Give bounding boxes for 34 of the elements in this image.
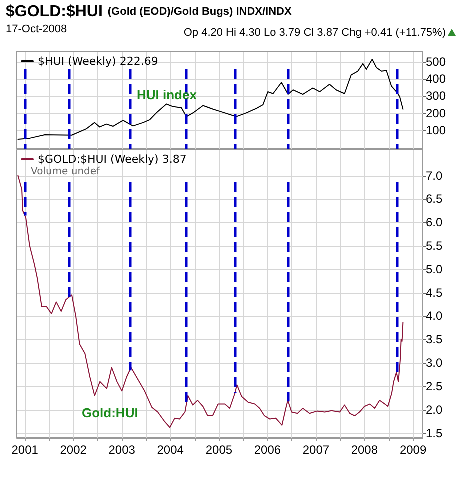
x-tick-label: 2007 [302, 443, 330, 457]
text: Op 4.20 Hi 4.30 Lo 3.79 Cl 3.87 Chg +0.41 (+11.75%) [184, 27, 446, 39]
y-tick-label: 100 [426, 123, 446, 138]
x-tick-label: 2006 [254, 443, 282, 457]
y-tick-label: 5.0 [426, 262, 444, 276]
x-tick-label: 2008 [351, 443, 378, 457]
y-tick-label: 300 [426, 89, 446, 104]
y-tick-label: 4.5 [426, 286, 444, 300]
chart-subtitle: 17-Oct-2008 [6, 24, 68, 36]
x-tick-label: 2004 [157, 443, 184, 457]
annotation: Gold:HUI [82, 406, 138, 420]
annotation: HUI index [137, 88, 198, 102]
y-tick-label: 7.0 [426, 168, 444, 183]
legend-label: $GOLD:$HUI (Weekly) 3.87 [38, 153, 187, 166]
y-tick-label: 400 [426, 72, 446, 86]
x-tick-label: 2002 [60, 443, 88, 457]
y-tick-label: 1.5 [426, 426, 444, 440]
y-tick-label: 2.0 [426, 402, 444, 417]
legend-label: $HUI (Weekly) 222.69 [38, 55, 158, 68]
y-tick-label: 6.0 [426, 216, 444, 230]
y-tick-label: 5.5 [426, 239, 444, 253]
chart-title: $GOLD:$HUI (Gold (EOD)/Gold Bugs) INDX/INDX [6, 4, 292, 20]
annotation: Volume undef [31, 166, 101, 178]
y-tick-label: 200 [426, 106, 446, 120]
y-tick-label: 4.0 [426, 309, 444, 324]
x-tick-label: 2005 [206, 443, 233, 457]
y-tick-label: 6.5 [426, 192, 444, 206]
y-tick-label: 3.0 [426, 356, 444, 370]
x-tick-label: 2003 [108, 443, 136, 457]
y-tick-label: 3.5 [426, 332, 444, 347]
x-tick-label: 2001 [12, 443, 39, 457]
x-tick-label: 2009 [400, 443, 427, 457]
y-tick-label: 500 [426, 55, 446, 70]
y-tick-label: 2.5 [426, 379, 444, 394]
